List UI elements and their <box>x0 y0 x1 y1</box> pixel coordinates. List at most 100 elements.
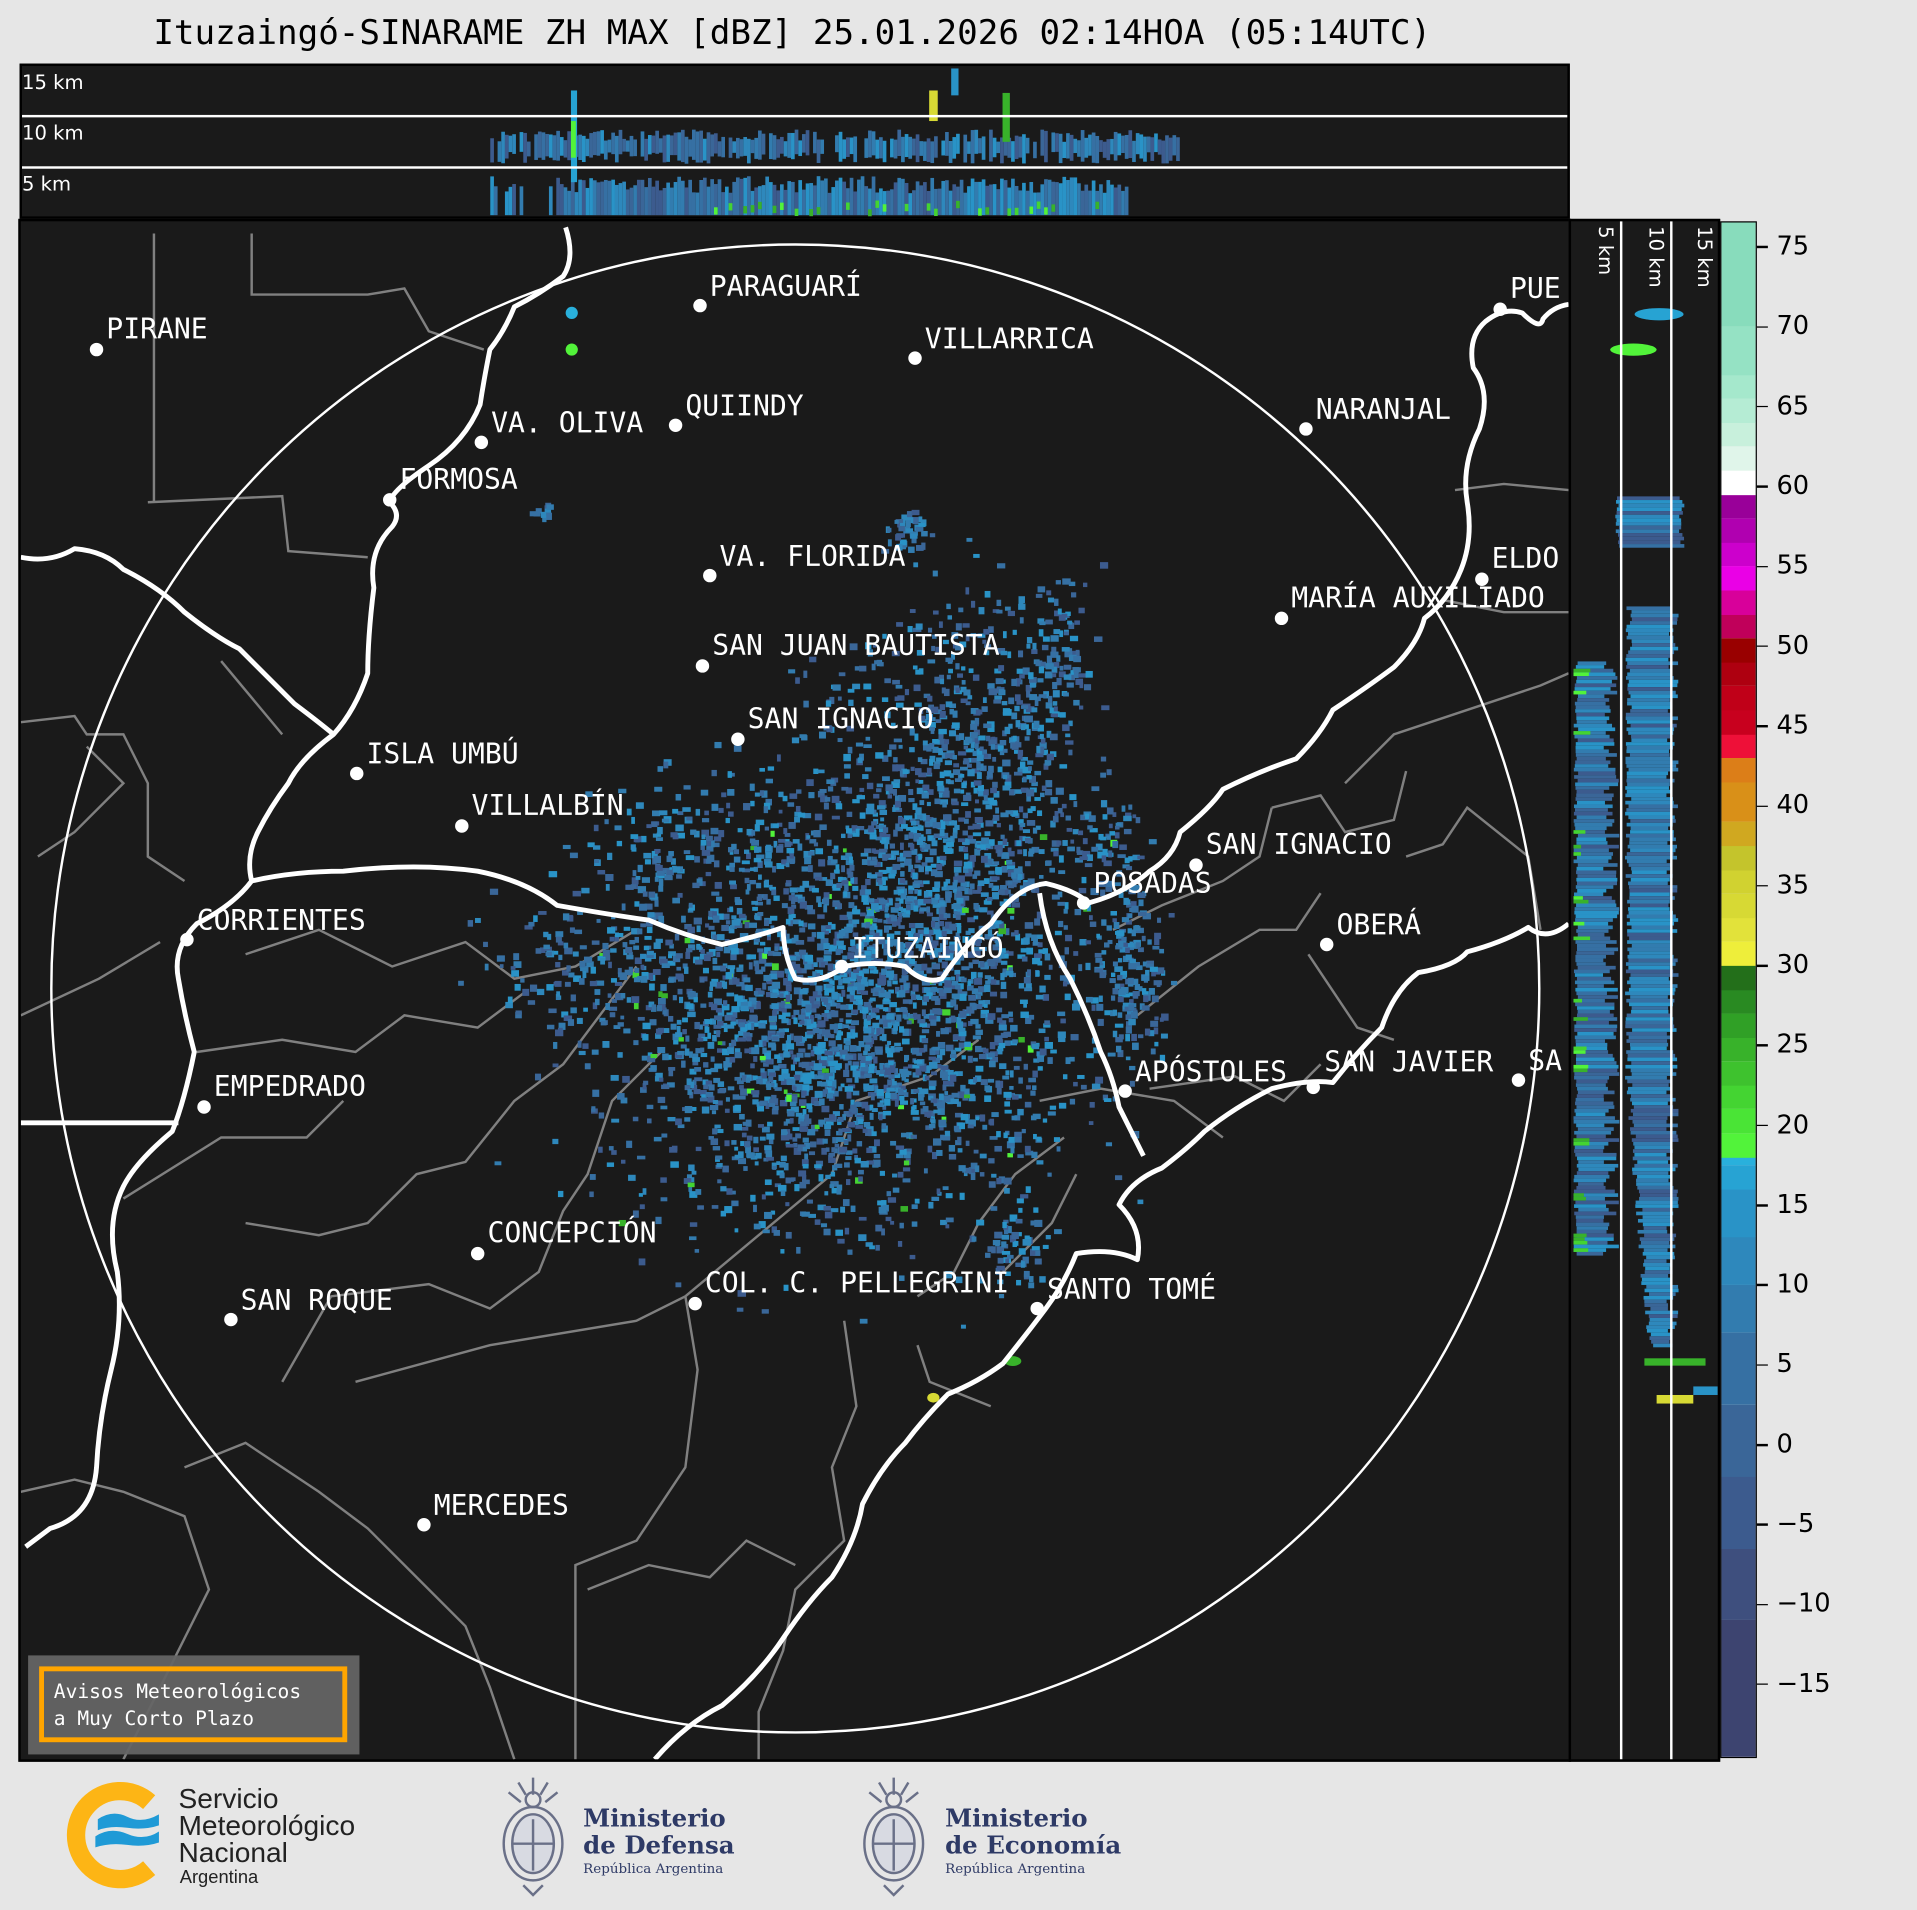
radar-echo-pixel <box>668 1067 675 1071</box>
radar-echo-pixel <box>955 778 962 782</box>
radar-echo-pixel <box>846 1092 851 1099</box>
radar-echo-pixel <box>818 770 825 774</box>
radar-echo-pixel <box>759 1101 767 1105</box>
cross-section-echo <box>1573 1047 1586 1051</box>
radar-echo-pixel <box>971 732 978 738</box>
radar-echo-pixel <box>943 814 952 821</box>
radar-echo-pixel <box>958 838 965 842</box>
radar-echo-pixel <box>792 1137 797 1141</box>
radar-map[interactable]: PIRANE PARAGUARÍ VILLARRICA QUIINDY VA. OLIV… <box>21 221 1569 1759</box>
cross-section-echo <box>784 141 788 156</box>
radar-echo-pixel <box>1028 766 1032 771</box>
city-marker[interactable]: CONCEPCIÓN <box>471 1216 657 1261</box>
radar-echo-pixel <box>821 1056 827 1060</box>
radar-echo-pixel <box>850 1105 856 1112</box>
radar-echo-pixel <box>952 801 959 805</box>
city-marker[interactable]: QUIINDY <box>669 390 804 432</box>
city-marker[interactable]: FORMOSA <box>383 463 518 507</box>
radar-echo-pixel <box>1008 847 1012 851</box>
radar-echo-pixel <box>919 800 924 805</box>
radar-echo-pixel <box>771 1003 778 1009</box>
radar-echo-pixel <box>979 746 983 750</box>
cross-section-echo <box>589 133 593 158</box>
cross-section-echo <box>996 189 1000 215</box>
city-marker[interactable]: SA <box>1512 1044 1562 1086</box>
radar-echo-pixel <box>923 1106 929 1112</box>
radar-echo-pixel <box>1145 970 1149 976</box>
city-marker[interactable]: POSADAS <box>1077 867 1212 909</box>
city-marker[interactable]: ELDO <box>1475 542 1559 586</box>
city-marker[interactable]: VA. FLORIDA <box>703 540 906 582</box>
radar-echo-pixel <box>770 1099 778 1103</box>
radar-echo-pixel <box>821 1106 829 1113</box>
radar-echo-pixel <box>883 920 887 924</box>
radar-echo-pixel <box>880 817 884 821</box>
cross-section-echo <box>1578 1182 1604 1186</box>
cross-section-echo <box>626 189 630 215</box>
radar-echo-pixel <box>866 1056 871 1061</box>
city-marker[interactable]: MARÍA AUXILIADO <box>1275 580 1545 625</box>
city-marker[interactable]: PIRANE <box>90 313 208 357</box>
cross-section-echo <box>1577 698 1609 702</box>
radar-echo-pixel <box>1026 1085 1031 1089</box>
city-marker[interactable]: SAN JUAN BAUTISTA <box>696 629 1000 673</box>
cross-section-echo <box>626 140 630 151</box>
city-marker[interactable]: EMPEDRADO <box>197 1070 366 1114</box>
radar-echo-pixel <box>882 877 888 881</box>
radar-echo-pixel <box>1006 971 1014 976</box>
radar-echo-pixel <box>946 1018 952 1024</box>
radar-echo-pixel <box>1019 674 1025 678</box>
cross-section-echo <box>784 190 788 215</box>
city-marker[interactable]: SAN IGNACIO <box>1189 828 1391 872</box>
radar-echo-pixel <box>970 1019 978 1024</box>
city-marker[interactable]: VA. OLIVA <box>475 407 644 449</box>
province-boundary <box>221 661 282 734</box>
city-marker[interactable]: PARAGUARÍ <box>693 269 862 312</box>
cross-section-echo <box>1015 136 1019 159</box>
radar-echo-pixel <box>1005 1070 1009 1075</box>
radar-echo-pixel <box>830 873 835 879</box>
radar-echo-pixel <box>731 1201 738 1207</box>
city-marker[interactable]: COL. C. PELLEGRINI <box>688 1267 1009 1311</box>
radar-echo-pixel <box>976 1004 982 1009</box>
radar-echo-pixel <box>645 859 651 864</box>
radar-echo-pixel <box>927 768 932 775</box>
radar-echo-pixel <box>975 1116 979 1120</box>
radar-echo-pixel <box>749 1015 757 1022</box>
radar-echo-pixel <box>783 796 788 801</box>
radar-echo-pixel <box>758 991 765 995</box>
radar-echo-pixel <box>634 968 639 973</box>
city-marker[interactable]: ISLA UMBÚ <box>350 737 519 780</box>
cross-section-echo <box>787 181 791 215</box>
radar-echo-pixel <box>739 1022 745 1027</box>
radar-echo-pixel <box>902 1039 910 1045</box>
radar-echo-pixel <box>741 1002 748 1006</box>
cross-section-echo <box>571 121 576 158</box>
radar-echo-pixel <box>1070 840 1074 844</box>
radar-echo-pixel <box>989 1061 996 1067</box>
radar-echo-pixel <box>712 1035 717 1042</box>
radar-echo-pixel <box>839 1104 844 1110</box>
radar-echo-pixel <box>831 1172 835 1177</box>
radar-echo-pixel <box>1046 590 1051 595</box>
avisos-box[interactable]: Avisos Meteorológicos a Muy Corto Plazo <box>28 1655 359 1754</box>
radar-echo-pixel <box>1013 736 1017 741</box>
radar-echo-pixel <box>988 1158 994 1163</box>
radar-echo-pixel <box>788 907 795 914</box>
cross-section-echo <box>1106 180 1110 215</box>
city-marker[interactable]: OBERÁ <box>1320 908 1421 951</box>
avisos-label[interactable]: Avisos Meteorológicos a Muy Corto Plazo <box>39 1666 347 1742</box>
cross-section-echo <box>934 209 938 216</box>
radar-echo-pixel <box>983 697 987 703</box>
city-marker[interactable]: NARANJAL <box>1299 393 1451 435</box>
city-marker[interactable]: SAN ROQUE <box>224 1284 393 1326</box>
city-marker[interactable]: MERCEDES <box>417 1489 569 1531</box>
city-marker[interactable]: SAN IGNACIO <box>731 702 933 746</box>
city-marker[interactable]: SAN JAVIER <box>1307 1046 1494 1095</box>
radar-echo-pixel <box>601 1021 607 1025</box>
city-marker[interactable]: SANTO TOMÉ <box>1030 1272 1216 1315</box>
city-marker[interactable]: VILLARRICA <box>908 322 1094 364</box>
radar-echo-pixel <box>885 1047 889 1052</box>
radar-echo-pixel <box>929 1124 936 1128</box>
radar-echo-pixel <box>713 916 720 923</box>
